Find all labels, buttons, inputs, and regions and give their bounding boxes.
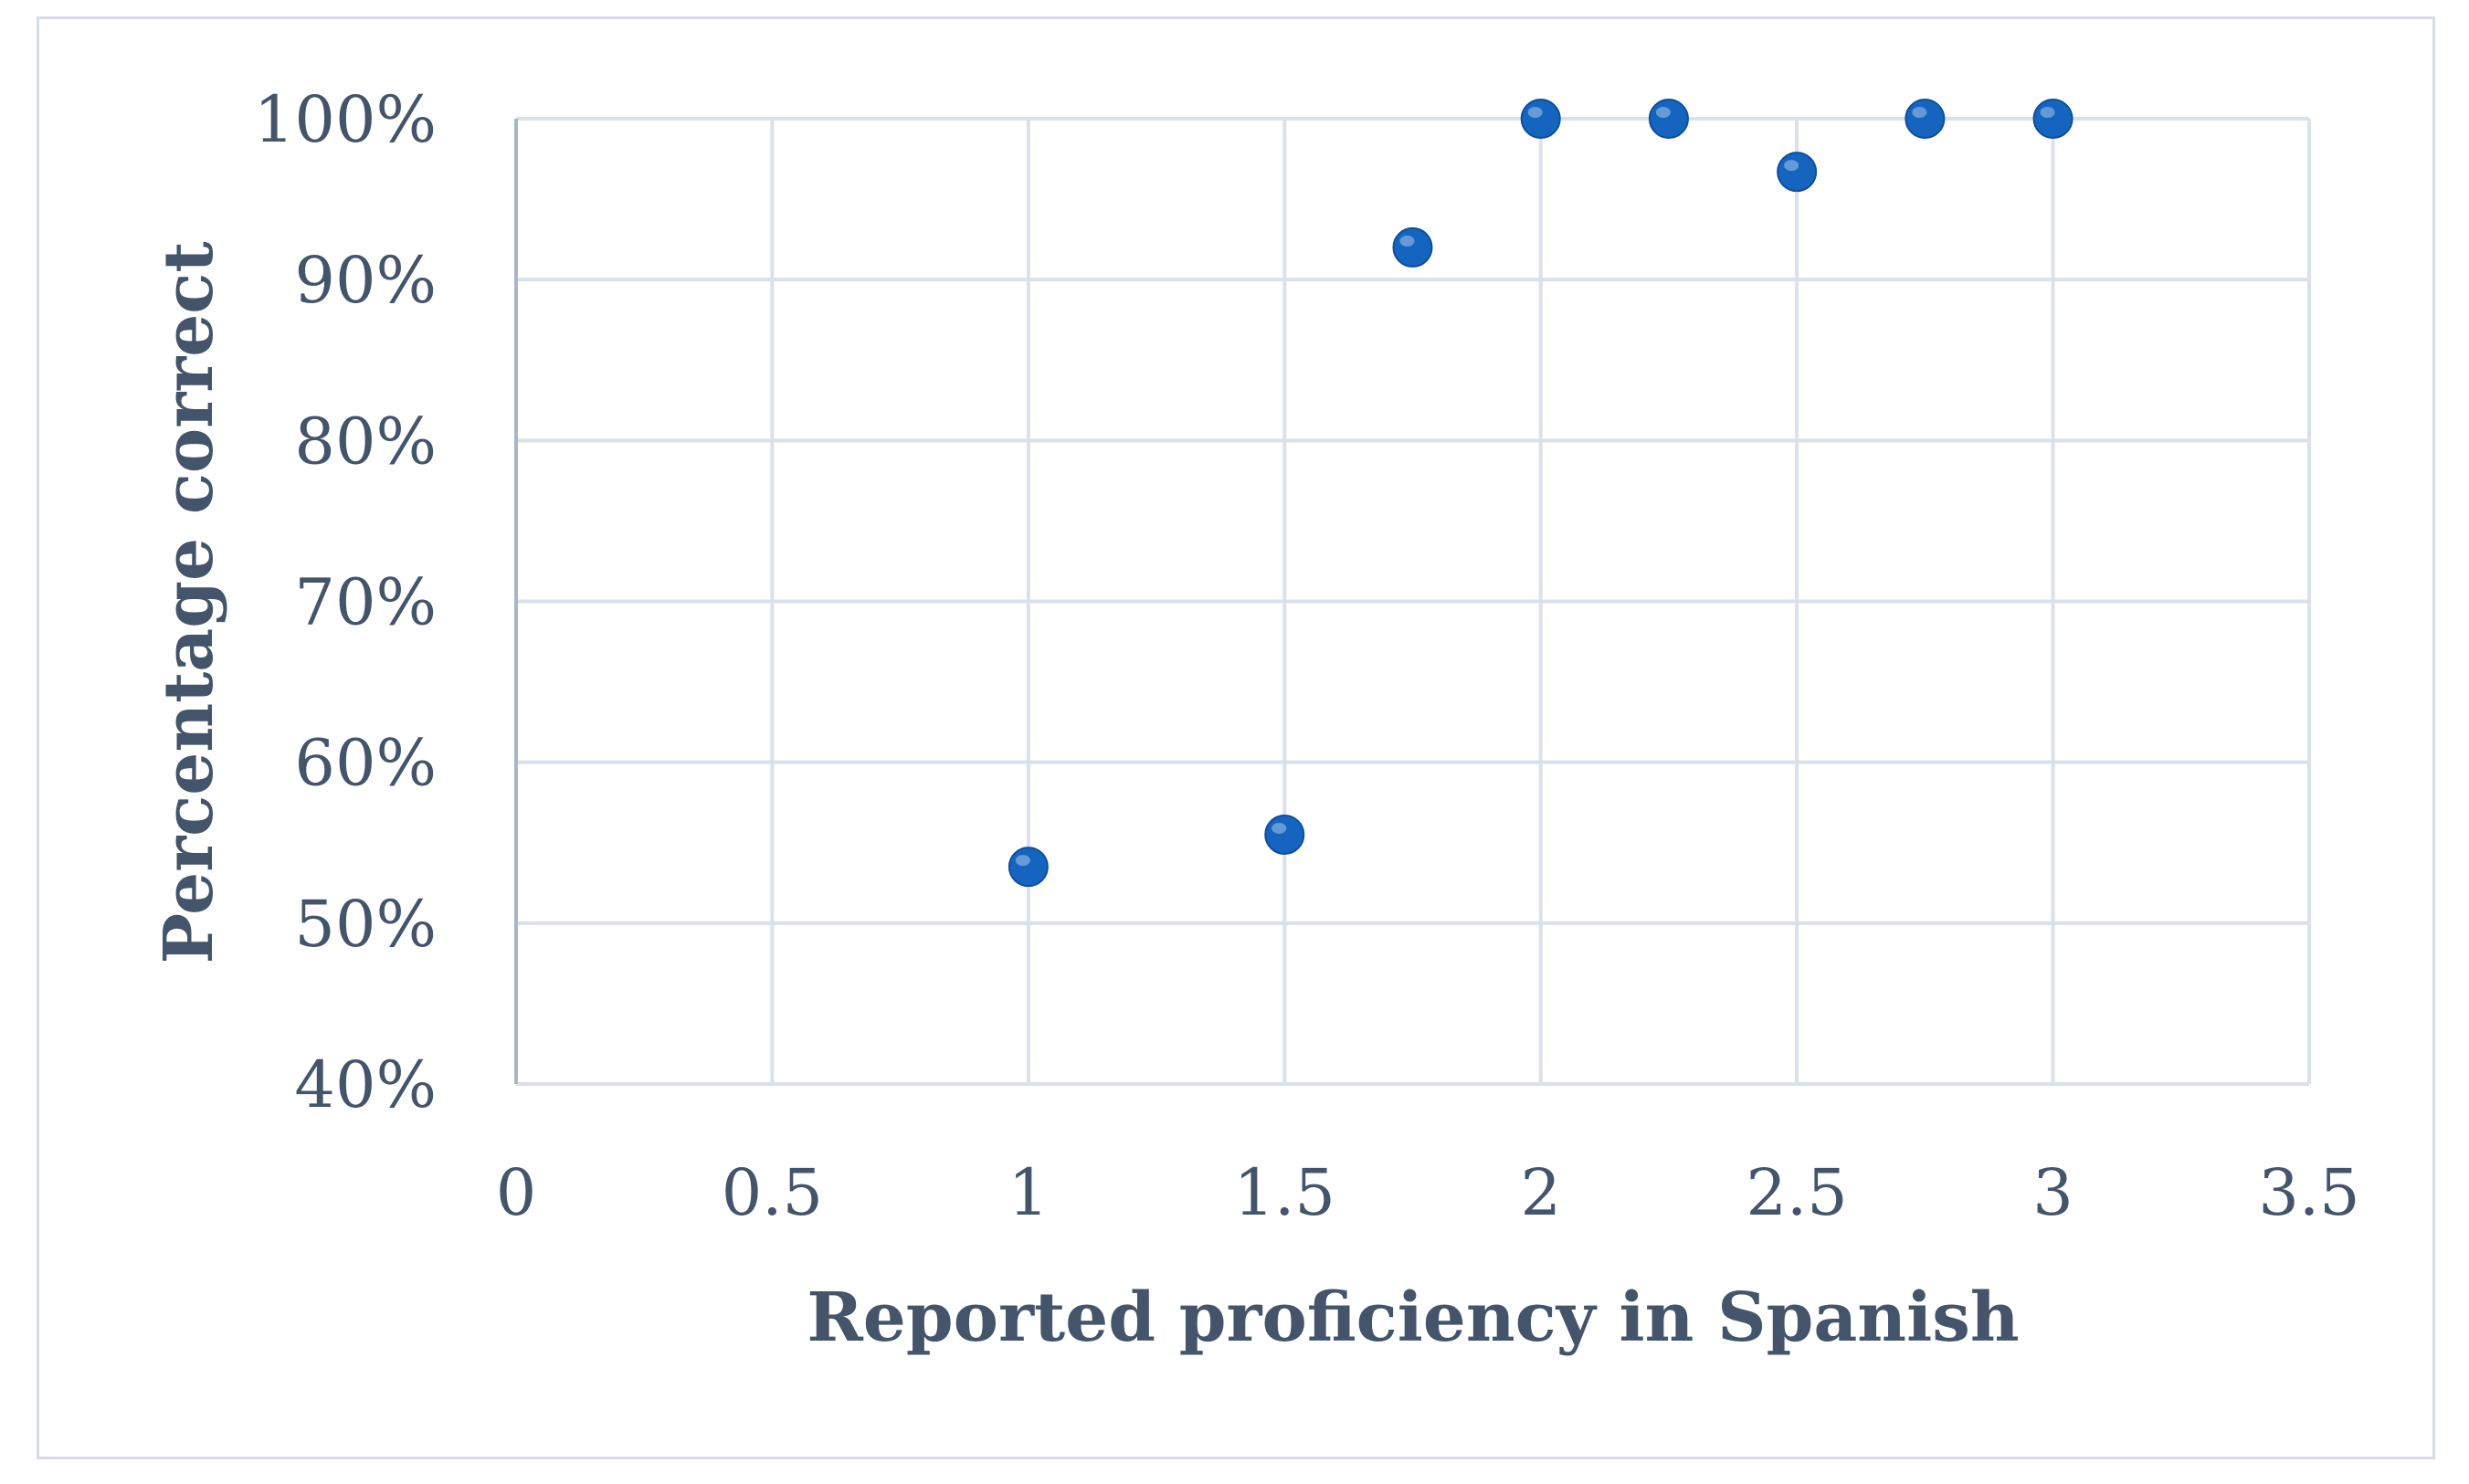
x-tick-label: 0.5 <box>722 1155 823 1230</box>
data-points <box>1008 99 2073 888</box>
y-tick-label: 80% <box>294 404 437 479</box>
data-point-highlight <box>1527 107 1543 118</box>
y-tick-label: 40% <box>294 1047 437 1122</box>
data-point <box>1520 99 1561 139</box>
x-tick-label: 2 <box>1520 1155 1561 1230</box>
data-point-highlight <box>1015 855 1030 867</box>
y-tick-label: 60% <box>294 726 437 801</box>
y-axis-title: Percentage correct <box>150 241 228 963</box>
data-point-highlight <box>1784 160 1799 172</box>
y-tick-label: 70% <box>294 565 437 640</box>
x-tick-label: 0 <box>496 1155 537 1230</box>
y-tick-label: 50% <box>294 887 437 962</box>
y-tick-labels: 40% 50% 60% 70% 80% 90% 100% <box>254 82 437 1122</box>
data-point <box>1392 226 1433 268</box>
data-point <box>1905 99 1946 139</box>
x-tick-label: 3.5 <box>2258 1155 2359 1230</box>
y-tick-label: 100% <box>254 82 437 157</box>
grid <box>516 117 2311 1086</box>
data-point <box>1008 847 1049 888</box>
x-tick-label: 1 <box>1008 1155 1050 1230</box>
data-point-highlight <box>1912 107 1927 118</box>
data-point <box>1648 99 1689 139</box>
x-tick-label: 2.5 <box>1746 1155 1847 1230</box>
x-tick-label: 1.5 <box>1234 1155 1335 1230</box>
data-point <box>1264 814 1305 855</box>
data-point <box>2032 99 2073 139</box>
chart-frame <box>37 16 2435 1459</box>
x-tick-label: 3 <box>2032 1155 2073 1230</box>
data-point-highlight <box>2040 107 2055 118</box>
x-axis-title: Reported proficiency in Spanish <box>807 1279 2019 1357</box>
y-tick-label: 90% <box>294 243 437 318</box>
data-point-highlight <box>1399 235 1415 247</box>
data-point-highlight <box>1271 822 1287 834</box>
data-point <box>1777 152 1818 193</box>
data-point-highlight <box>1655 107 1671 118</box>
x-tick-labels: 0 0.5 1 1.5 2 2.5 3 3.5 <box>496 1155 2360 1230</box>
